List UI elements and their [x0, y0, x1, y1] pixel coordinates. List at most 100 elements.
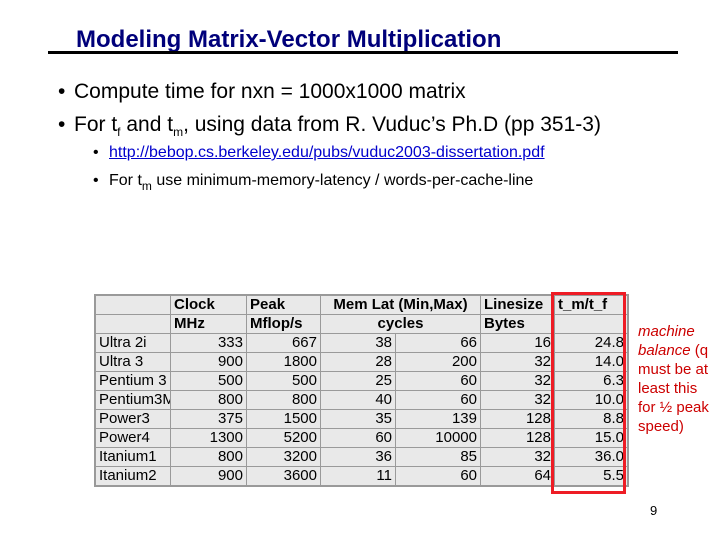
table-cell: 375	[170, 409, 247, 429]
table-body: Ultra 2i 333 667 38 66 16 24.8 Ultra 3 900 1800 28…	[95, 333, 628, 486]
bullet-glyph: •	[58, 80, 66, 103]
table-cell: 10.0	[554, 390, 628, 410]
bullet-text-part: and t	[120, 113, 174, 136]
subscript-f: f	[117, 125, 121, 139]
table-cell: 800	[246, 390, 321, 410]
table-cell: 40	[320, 390, 396, 410]
table-header-cell: t_m/t_f	[554, 295, 628, 315]
table-cell: 333	[170, 333, 247, 353]
table-header-cell: Bytes	[480, 314, 555, 334]
table-cell: 128	[480, 428, 555, 448]
table-row: Pentium 3 500 500 25 60 32 6.3	[95, 371, 628, 391]
table-row: Power4 1300 5200 60 10000 128 15.0	[95, 428, 628, 448]
table-cell: 60	[395, 371, 481, 391]
table-cell: 800	[170, 447, 247, 467]
bullet-text: Compute time for nxn = 1000x1000 matrix	[74, 80, 466, 103]
table-cell: 667	[246, 333, 321, 353]
table-cell: 32	[480, 390, 555, 410]
table-cell: 64	[480, 466, 555, 486]
table-cell: 1300	[170, 428, 247, 448]
table-cell: 128	[480, 409, 555, 429]
table-cell: 5.5	[554, 466, 628, 486]
table-cell: 35	[320, 409, 396, 429]
table-cell: 6.3	[554, 371, 628, 391]
table-header-cell: Mem Lat (Min,Max)	[320, 295, 481, 315]
table-row: Power3 375 1500 35 139 128 8.8	[95, 409, 628, 429]
table-header-cell	[554, 314, 628, 334]
table-cell: 32	[480, 371, 555, 391]
table-cell: 1500	[246, 409, 321, 429]
table-cell: 14.0	[554, 352, 628, 372]
table-cell: 3200	[246, 447, 321, 467]
bullet-glyph: •	[93, 144, 99, 161]
table-cell: 500	[246, 371, 321, 391]
table-cell: 66	[395, 333, 481, 353]
subscript-m: m	[173, 125, 184, 139]
table-cell: 200	[395, 352, 481, 372]
table-header-cell: MHz	[170, 314, 247, 334]
table-cell: 24.8	[554, 333, 628, 353]
note-italic: machine balance	[638, 323, 695, 359]
table-cell: 5200	[246, 428, 321, 448]
machine-name-cell: Itanium2	[95, 466, 171, 486]
table-header-cell	[95, 295, 171, 315]
machine-name-cell: Pentium 3	[95, 371, 171, 391]
table-cell: 3600	[246, 466, 321, 486]
table-cell: 900	[170, 466, 247, 486]
table-cell: 60	[395, 390, 481, 410]
table-cell: 800	[170, 390, 247, 410]
table-cell: 32	[480, 352, 555, 372]
table-header-cell	[95, 314, 171, 334]
table-row: Pentium3M 800 800 40 60 32 10.0	[95, 390, 628, 410]
bullet-text-part: For t	[109, 172, 142, 189]
table-header-row: MHz Mflop/s cycles Bytes	[95, 314, 628, 334]
table-header-cell: Peak	[246, 295, 321, 315]
bullet-glyph: •	[58, 113, 66, 136]
table-cell: 8.8	[554, 409, 628, 429]
machine-name-cell: Pentium3M	[95, 390, 171, 410]
page-number: 9	[650, 503, 658, 518]
slide-title: Modeling Matrix-Vector Multiplication	[76, 26, 502, 53]
table-cell: 1800	[246, 352, 321, 372]
bullet-tf-tm-source: • For tf and tm, using data from R. Vuduc…	[58, 113, 601, 139]
table-cell: 85	[395, 447, 481, 467]
table-cell: 500	[170, 371, 247, 391]
table-cell: 11	[320, 466, 396, 486]
title-underline	[48, 51, 678, 54]
bullet-glyph: •	[93, 172, 99, 189]
machine-name-cell: Ultra 3	[95, 352, 171, 372]
table-cell: 60	[395, 466, 481, 486]
sub-bullet-tm-definition: • For tm use minimum-memory-latency / wor…	[93, 172, 533, 193]
table-cell: 32	[480, 447, 555, 467]
table-cell: 25	[320, 371, 396, 391]
table-header-row: Clock Peak Mem Lat (Min,Max) Linesize t_…	[95, 295, 628, 315]
machine-balance-note: machine balance (q must be at least this…	[638, 322, 716, 436]
table-cell: 38	[320, 333, 396, 353]
subscript-m: m	[141, 179, 152, 193]
table-header-cell: Clock	[170, 295, 247, 315]
table-header-cell: Mflop/s	[246, 314, 321, 334]
dissertation-link[interactable]: http://bebop.cs.berkeley.edu/pubs/vuduc2…	[109, 144, 545, 161]
bullet-text-part: For t	[74, 113, 118, 136]
table-cell: 28	[320, 352, 396, 372]
note-text: (q must be at least this for ½ peak spee…	[638, 342, 709, 435]
bullet-text-part: , using data from R. Vuduc’s Ph.D (pp 35…	[183, 113, 601, 136]
sub-bullet-link: • http://bebop.cs.berkeley.edu/pubs/vuduc…	[93, 144, 545, 162]
machine-data-table: Clock Peak Mem Lat (Min,Max) Linesize t_…	[94, 294, 629, 487]
bullet-compute-time: • Compute time for nxn = 1000x1000 matrix	[58, 80, 466, 104]
table-cell: 36.0	[554, 447, 628, 467]
table-cell: 60	[320, 428, 396, 448]
machine-name-cell: Ultra 2i	[95, 333, 171, 353]
machine-name-cell: Itanium1	[95, 447, 171, 467]
table-row: Ultra 2i 333 667 38 66 16 24.8	[95, 333, 628, 353]
table-header-cell: cycles	[320, 314, 481, 334]
table-cell: 16	[480, 333, 555, 353]
table-row: Ultra 3 900 1800 28 200 32 14.0	[95, 352, 628, 372]
machine-name-cell: Power3	[95, 409, 171, 429]
table-cell: 900	[170, 352, 247, 372]
table-cell: 10000	[395, 428, 481, 448]
table-cell: 15.0	[554, 428, 628, 448]
table-row: Itanium1 800 3200 36 85 32 36.0	[95, 447, 628, 467]
table-cell: 36	[320, 447, 396, 467]
bullet-text-part: use minimum-memory-latency / words-per-c…	[151, 172, 534, 189]
